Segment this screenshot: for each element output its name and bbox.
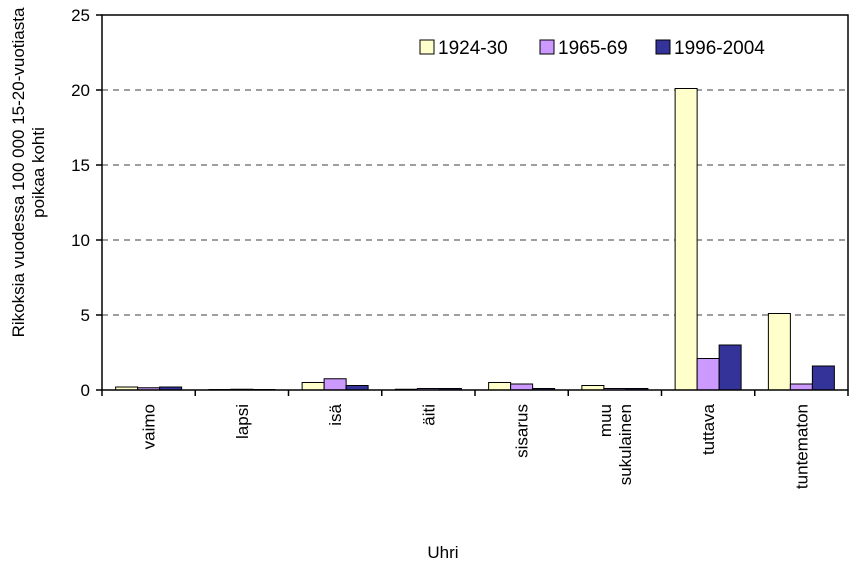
bar-1965-69-sisarus: [510, 383, 534, 391]
x-tick-label-vaimo-0: vaimo: [140, 404, 159, 449]
axes: [96, 14, 849, 396]
bar-1965-69-tuttava: [696, 358, 720, 391]
bar-1965-69-tuntematon: [789, 383, 813, 391]
bar-1996-2004-tuntematon: [811, 365, 835, 391]
y-axis-label-line-1: Rikoksia vuodessa 100 000 15-20-vuotiast…: [9, 7, 28, 337]
x-tick-label-äiti-0: äiti: [419, 404, 438, 426]
plot-frame: [101, 14, 849, 391]
gridlines: [102, 89, 848, 316]
y-tick-label-10: 10: [71, 231, 90, 250]
legend: 1924-30 1965-69 1996-2004: [419, 38, 765, 59]
x-tick-label-tuttava-0: tuttava: [699, 403, 718, 455]
y-tick-label-5: 5: [81, 306, 90, 325]
x-tick-labels: vaimo lapsi isä äiti sisarus muu sukulainen tut…: [140, 403, 812, 489]
x-tick-label-muu-sukulainen-1: sukulainen: [616, 404, 635, 485]
legend-swatch-1924-30: [419, 39, 435, 55]
y-tick-label-0: 0: [81, 381, 90, 400]
legend-label-1996-2004: 1996-2004: [674, 38, 765, 59]
bar-1965-69-isä: [323, 378, 347, 391]
y-axis-label-line-2: poikaa kohti: [29, 127, 48, 218]
bar-1924-30-tuttava: [674, 88, 698, 391]
y-tick-labels: 0 5 10 15 20 25: [71, 6, 90, 400]
x-tick-label-muu-sukulainen-0: muu: [596, 404, 615, 437]
y-tick-label-20: 20: [71, 81, 90, 100]
legend-swatch-1965-69: [539, 39, 555, 55]
bars: [115, 88, 835, 391]
x-tick-label-tuntematon-0: tuntematon: [792, 404, 811, 489]
legend-swatch-1996-2004: [655, 39, 671, 55]
bar-1996-2004-tuttava: [718, 344, 742, 391]
bar-1924-30-sisarus: [488, 382, 512, 391]
bar-1924-30-tuntematon: [767, 313, 791, 391]
y-tick-label-25: 25: [71, 6, 90, 25]
x-tick-label-lapsi-0: lapsi: [233, 404, 252, 439]
x-tick-label-sisarus-0: sisarus: [513, 404, 532, 458]
legend-label-1965-69: 1965-69: [558, 38, 628, 59]
bar-1924-30-isä: [301, 382, 325, 391]
y-tick-label-15: 15: [71, 156, 90, 175]
x-tick-label-isä-0: isä: [326, 403, 345, 425]
legend-label-1924-30: 1924-30: [438, 38, 508, 59]
y-axis-label: Rikoksia vuodessa 100 000 15-20-vuotiast…: [9, 7, 48, 337]
x-axis-label: Uhri: [427, 543, 458, 562]
